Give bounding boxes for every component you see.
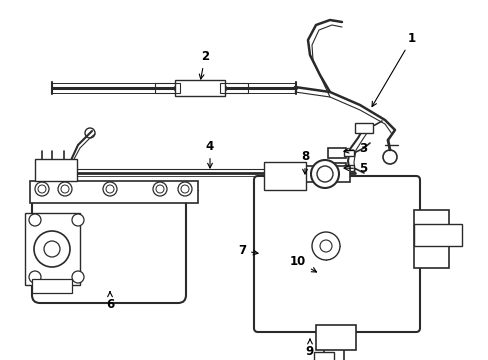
Bar bbox=[327, 163, 346, 173]
Text: 3: 3 bbox=[343, 142, 366, 155]
Text: 10: 10 bbox=[289, 255, 316, 272]
Circle shape bbox=[72, 214, 84, 226]
Text: 2: 2 bbox=[199, 50, 209, 79]
Text: 9: 9 bbox=[305, 339, 313, 358]
Bar bbox=[155, 83, 180, 93]
Text: 1: 1 bbox=[371, 32, 415, 107]
Text: 4: 4 bbox=[205, 140, 214, 168]
Bar bbox=[220, 83, 247, 93]
Bar bbox=[343, 150, 353, 156]
Bar bbox=[35, 159, 77, 181]
Bar bbox=[264, 162, 305, 190]
Text: 7: 7 bbox=[238, 244, 258, 257]
Circle shape bbox=[29, 271, 41, 283]
Bar bbox=[175, 80, 224, 96]
Circle shape bbox=[153, 182, 167, 196]
Bar bbox=[25, 213, 80, 285]
Bar bbox=[32, 279, 72, 293]
Circle shape bbox=[58, 169, 66, 177]
Bar bbox=[313, 352, 333, 360]
Bar bbox=[413, 210, 448, 268]
Circle shape bbox=[103, 182, 117, 196]
Bar bbox=[315, 325, 355, 350]
Bar bbox=[30, 181, 198, 203]
Bar bbox=[299, 166, 349, 182]
Bar bbox=[327, 148, 346, 158]
Circle shape bbox=[35, 182, 49, 196]
Circle shape bbox=[72, 271, 84, 283]
Text: 8: 8 bbox=[300, 150, 308, 174]
Circle shape bbox=[311, 232, 339, 260]
Circle shape bbox=[310, 160, 338, 188]
Circle shape bbox=[178, 182, 192, 196]
Text: 5: 5 bbox=[344, 162, 366, 175]
Circle shape bbox=[58, 182, 72, 196]
Bar bbox=[413, 224, 461, 246]
Bar bbox=[354, 123, 372, 133]
Text: 6: 6 bbox=[106, 292, 114, 311]
Circle shape bbox=[29, 214, 41, 226]
Circle shape bbox=[34, 231, 70, 267]
Bar bbox=[343, 165, 353, 171]
